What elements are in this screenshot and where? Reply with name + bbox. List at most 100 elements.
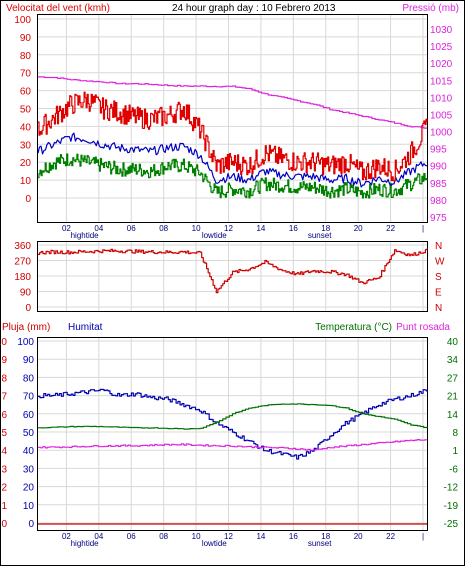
wind-min-line xyxy=(38,153,428,199)
humidity-tick-label: 30 xyxy=(23,464,35,475)
pressure-tick-label: 985 xyxy=(430,179,447,190)
temperature-tick-label: 14 xyxy=(447,410,459,421)
x-tick-label: 02 xyxy=(62,224,71,233)
pressure-tick-label: 1030 xyxy=(430,25,453,36)
rain-tick-label: 10 xyxy=(0,337,7,348)
temperature-tick-label: -19 xyxy=(444,501,459,512)
rain-tick-label: 5 xyxy=(1,428,7,439)
x-tick-label: 14 xyxy=(256,532,265,541)
compass-tick-label: E xyxy=(435,288,442,299)
rain-tick-label: 4 xyxy=(1,446,7,457)
x-tick-label: 22 xyxy=(386,532,395,541)
wind-tick-label: 40 xyxy=(20,122,32,133)
data-series xyxy=(37,76,428,525)
pressure-tick-label: 1010 xyxy=(430,93,453,104)
temperature-tick-label: 21 xyxy=(447,392,459,403)
temperature-tick-label: 8 xyxy=(452,428,458,439)
x-tick-label: 22 xyxy=(386,224,395,233)
x-tick-label: 20 xyxy=(354,532,363,541)
x-tick-label: 10 xyxy=(192,224,201,233)
x-tick-label: 16 xyxy=(289,224,298,233)
x-tick-label: 08 xyxy=(159,532,168,541)
wind-tick-label: 30 xyxy=(20,140,32,151)
wind-tick-label: 0 xyxy=(25,194,31,205)
wind-tick-label: 100 xyxy=(14,15,31,26)
humidity-tick-label: 60 xyxy=(23,410,35,421)
x-tick-label: 02 xyxy=(62,532,71,541)
temperature-tick-label: -6 xyxy=(449,464,458,475)
climate-panel-frame xyxy=(37,337,428,531)
event-label: hightide xyxy=(71,231,100,240)
pressure-tick-label: 1025 xyxy=(430,42,453,53)
pressure-tick-label: 1015 xyxy=(430,76,453,87)
humidity-tick-label: 90 xyxy=(23,355,35,366)
rain-tick-label: 1 xyxy=(1,501,7,512)
temperature-tick-label: -12 xyxy=(444,483,459,494)
humidity-label: Humitat xyxy=(68,322,103,333)
wind-panel-frame xyxy=(37,14,428,223)
direction-tick-label: 90 xyxy=(20,288,32,299)
rain-label: Pluja (mm) xyxy=(2,322,50,333)
wind-gust-line xyxy=(38,91,428,182)
x-tick-label: 04 xyxy=(94,224,103,233)
compass-tick-label: S xyxy=(435,272,442,283)
wind-tick-label: 60 xyxy=(20,87,32,98)
temperature-tick-label: 34 xyxy=(447,355,459,366)
humidity-tick-label: 20 xyxy=(23,483,35,494)
x-tick-label: 06 xyxy=(127,532,136,541)
x-tick-label: | xyxy=(422,532,424,541)
wind-tick-label: 50 xyxy=(20,105,32,116)
x-tick-label: 08 xyxy=(159,224,168,233)
pressure-tick-label: 1000 xyxy=(430,128,453,139)
direction-tick-label: 180 xyxy=(14,272,31,283)
event-label: sunset xyxy=(308,539,332,548)
rain-tick-label: 0 xyxy=(1,519,7,530)
pressure-tick-label: 980 xyxy=(430,196,447,207)
temperature-label: Temperatura (°C) xyxy=(315,322,392,333)
compass-tick-label: W xyxy=(435,257,445,268)
x-tick-label: 14 xyxy=(256,224,265,233)
temperature-tick-label: -25 xyxy=(444,519,459,530)
compass-tick-label: N xyxy=(435,241,442,252)
pressure-line xyxy=(38,76,427,129)
x-tick-label: 16 xyxy=(289,532,298,541)
humidity-tick-label: 100 xyxy=(17,337,34,348)
wind-tick-label: 90 xyxy=(20,33,32,44)
compass-tick-label: N xyxy=(435,303,442,314)
humidity-tick-label: 50 xyxy=(23,428,35,439)
graph-title: 24 hour graph day : 10 Febrero 2013 xyxy=(172,3,336,14)
axis-ticks: 0202040406060808101012121414161618182020… xyxy=(0,15,458,548)
x-tick-label: 04 xyxy=(94,532,103,541)
humidity-tick-label: 0 xyxy=(28,519,34,530)
pressure-tick-label: 1005 xyxy=(430,110,453,121)
rain-tick-label: 6 xyxy=(1,410,7,421)
direction-tick-label: 360 xyxy=(14,241,31,252)
rain-tick-label: 3 xyxy=(1,464,7,475)
x-tick-label: 10 xyxy=(192,532,201,541)
event-label: hightide xyxy=(71,539,100,548)
rain-tick-label: 2 xyxy=(1,483,7,494)
temperature-line xyxy=(38,403,428,430)
temperature-tick-label: 1 xyxy=(452,446,458,457)
pressure-tick-label: 975 xyxy=(430,213,447,224)
direction-tick-label: 0 xyxy=(25,303,31,314)
pressure-tick-label: 995 xyxy=(430,145,447,156)
pressure-tick-label: 990 xyxy=(430,162,447,173)
pressure-label: Pressió (mb) xyxy=(402,3,459,14)
humidity-tick-label: 10 xyxy=(23,501,35,512)
direction-tick-label: 270 xyxy=(14,257,31,268)
temperature-tick-label: 40 xyxy=(447,337,459,348)
event-label: lowtide xyxy=(202,231,227,240)
x-tick-label: 20 xyxy=(354,224,363,233)
humidity-tick-label: 80 xyxy=(23,373,35,384)
x-tick-label: 12 xyxy=(224,532,233,541)
wind-tick-label: 70 xyxy=(20,69,32,80)
x-tick-label: 12 xyxy=(224,224,233,233)
rain-tick-label: 9 xyxy=(1,355,7,366)
rain-tick-label: 8 xyxy=(1,373,7,384)
dewpoint-line xyxy=(38,439,427,451)
wind-tick-label: 20 xyxy=(20,158,32,169)
temperature-tick-label: 27 xyxy=(447,373,459,384)
